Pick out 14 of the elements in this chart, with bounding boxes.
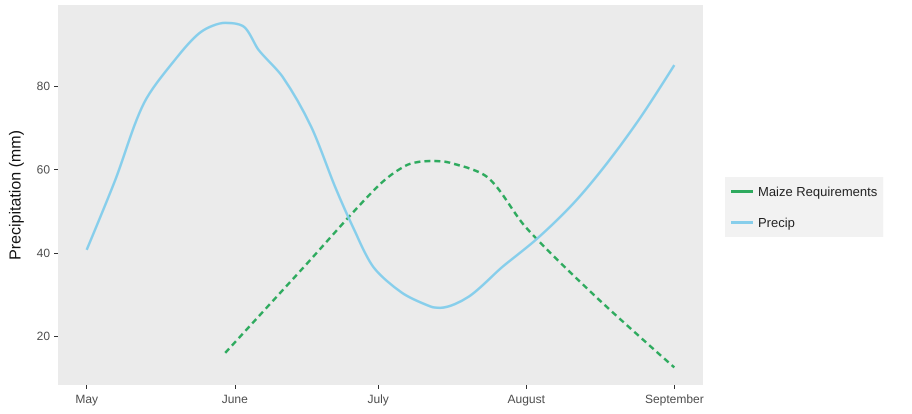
legend-label: Precip: [758, 215, 795, 230]
y-tick-label: 80: [36, 78, 50, 93]
line-series: [224, 160, 676, 369]
x-tick-label: September: [644, 392, 704, 406]
y-tick-label: 40: [36, 246, 50, 260]
legend-label: Maize Requirements: [758, 184, 878, 199]
y-axis-title: Precipitation (mm): [8, 130, 24, 260]
line-series: [85, 22, 676, 310]
x-tick-label: May: [75, 392, 98, 406]
y-tick-label: 20: [36, 329, 50, 344]
x-tick-label: June: [222, 392, 248, 406]
x-tick-label: August: [508, 392, 546, 406]
y-tick-label: 60: [36, 162, 50, 176]
x-tick-label: July: [367, 392, 389, 406]
